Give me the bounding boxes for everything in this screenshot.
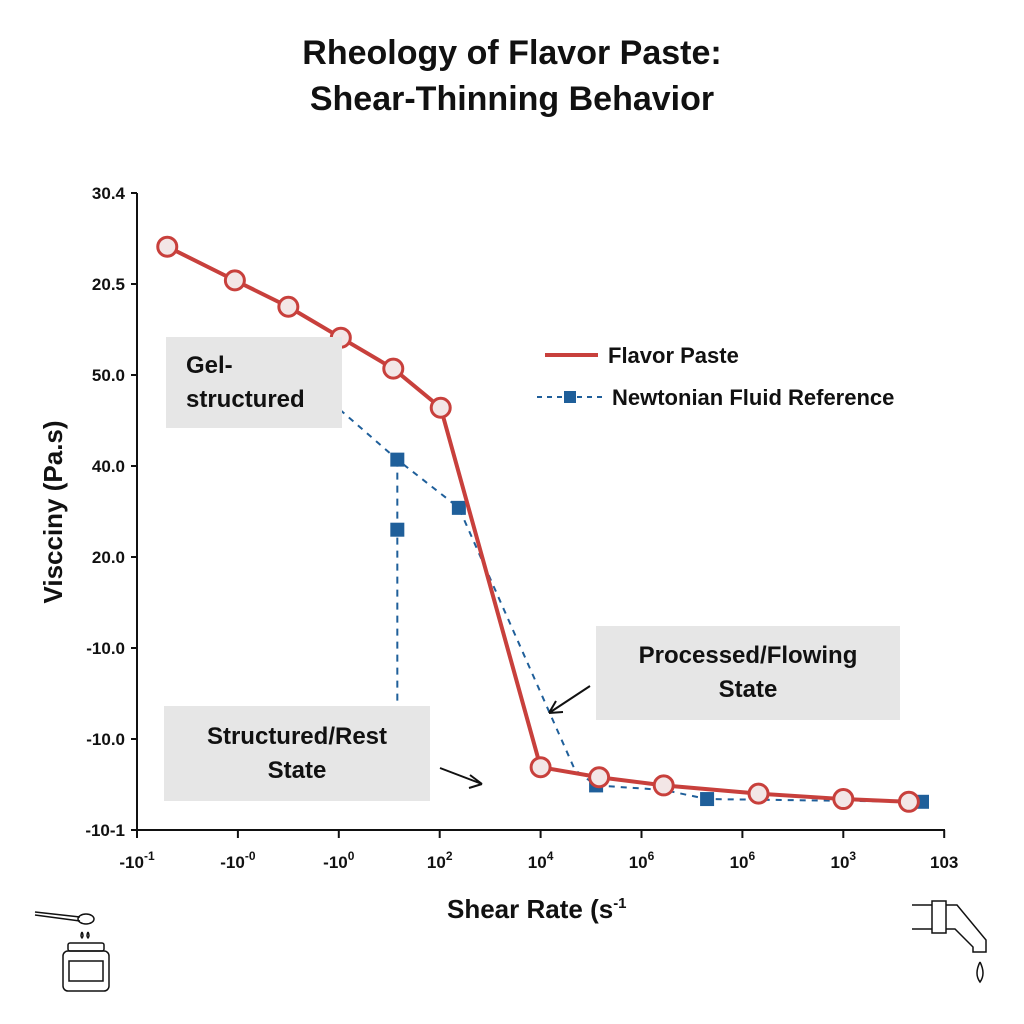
flavor-paste-point [529, 756, 552, 779]
flavor-paste-point [832, 788, 855, 811]
y-tick-label: -10.0 [86, 639, 125, 658]
x-tick-label: 103 [830, 849, 856, 872]
flavor-paste-point [747, 782, 770, 805]
spoon-jar-icon [34, 911, 110, 992]
chart-title-line2: Shear-Thinning Behavior [309, 80, 715, 118]
chart-title-line1: Rheology of Flavor Paste: [302, 34, 722, 72]
annotation-arrows [439, 685, 591, 789]
flavor-paste-point [652, 774, 675, 797]
axes: -10-1 -10.0 -10.0 20.0 40.0 50.0 20.5 30.4 -10-1… [85, 184, 958, 872]
flavor-paste-point [382, 357, 405, 380]
x-axis-title: Shear Rate (s-1 [447, 894, 627, 924]
legend: Flavor Paste Newtonian Fluid Reference [537, 343, 894, 410]
arrow-processed [548, 685, 591, 714]
newtonian-line [339, 408, 923, 803]
flavor-paste-point [277, 295, 300, 318]
x-tick-label: 104 [528, 849, 554, 872]
annotation-processed-flowing: Processed/Flowing State [596, 626, 900, 720]
y-tick-label: 20.5 [92, 275, 125, 294]
series-layer [156, 235, 930, 813]
x-tick-label: -100 [323, 849, 355, 872]
annotation-gel-structured: Gel- structured [166, 337, 342, 428]
x-tick-label: 102 [427, 849, 453, 872]
x-tick-label: 106 [730, 849, 756, 872]
x-tick-label: 103 [930, 853, 958, 872]
y-tick-label: 50.0 [92, 366, 125, 385]
x-tick-label: 106 [629, 849, 655, 872]
arrow-structured [439, 767, 483, 789]
legend-label-newtonian: Newtonian Fluid Reference [612, 385, 894, 410]
newtonian-point [390, 452, 405, 467]
y-tick-label: -10-1 [85, 821, 125, 840]
y-tick-label: -10.0 [86, 730, 125, 749]
annotation-structured-rest: Structured/Rest State [164, 706, 430, 801]
flavor-paste-point [156, 235, 179, 258]
newtonian-point [700, 792, 715, 807]
flavor-paste-point [897, 790, 920, 813]
newtonian-point [451, 500, 466, 515]
flavor-paste-point [429, 396, 452, 419]
newtonian-branch-point [390, 522, 405, 537]
y-tick-label: 20.0 [92, 548, 125, 567]
x-tick-label: -10-1 [119, 849, 155, 872]
legend-label-flavor-paste: Flavor Paste [608, 343, 739, 368]
faucet-drip-icon [912, 900, 987, 984]
legend-marker-newtonian [564, 391, 576, 403]
y-axis-title: Viscciny (Pa.s) [38, 420, 68, 603]
y-tick-label: 40.0 [92, 457, 125, 476]
y-tick-label: 30.4 [92, 184, 126, 203]
flavor-paste-point [223, 269, 246, 292]
x-tick-label: -10-0 [220, 849, 256, 872]
flavor-paste-point [588, 766, 611, 789]
